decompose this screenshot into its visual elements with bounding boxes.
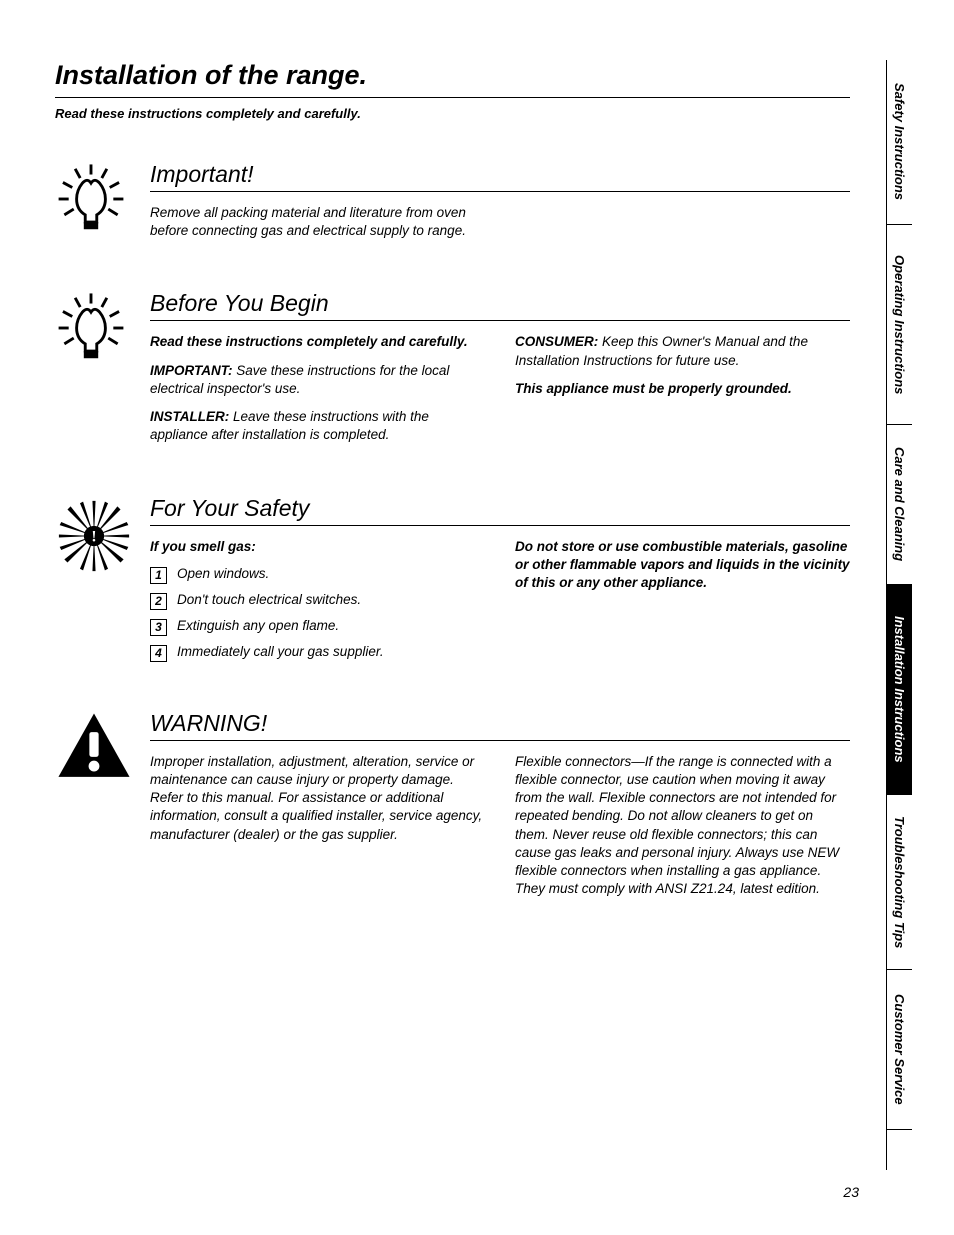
safety-right-col: Do not store or use combustible material… (515, 538, 850, 670)
section-body: WARNING! Improper installation, adjustme… (150, 710, 850, 909)
step-number-box: 3 (150, 619, 167, 636)
step-text: Immediately call your gas supplier. (177, 644, 384, 659)
safety-step: 3 Extinguish any open flame. (150, 618, 485, 636)
safety-heading: For Your Safety (150, 495, 850, 526)
side-tab[interactable]: Care and Cleaning (887, 425, 912, 585)
section-body: For Your Safety If you smell gas: 1 Open … (150, 495, 850, 670)
step-number-box: 1 (150, 567, 167, 584)
side-tab[interactable]: Installation Instructions (887, 585, 912, 795)
step-number-box: 2 (150, 593, 167, 610)
safety-right-text: Do not store or use combustible material… (515, 538, 850, 593)
safety-intro: If you smell gas: (150, 538, 485, 556)
step-text: Open windows. (177, 566, 269, 581)
side-tab[interactable]: Operating Instructions (887, 225, 912, 425)
section-warning: WARNING! Improper installation, adjustme… (55, 710, 850, 909)
paragraph: IMPORTANT: Save these instructions for t… (150, 362, 485, 398)
safety-step: 1 Open windows. (150, 566, 485, 584)
before-right-col: CONSUMER: Keep this Owner's Manual and t… (515, 333, 850, 454)
step-text: Extinguish any open flame. (177, 618, 339, 633)
important-heading: Important! (150, 161, 850, 192)
section-for-your-safety: ! For Your Safety If you smell gas: 1 Ope… (55, 495, 850, 670)
section-body: Important! Remove all packing material a… (150, 161, 850, 250)
safety-step: 4 Immediately call your gas supplier. (150, 644, 485, 662)
page-title: Installation of the range. (55, 60, 850, 98)
warning-heading: WARNING! (150, 710, 850, 741)
warning-right: Flexible connectors—If the range is conn… (515, 753, 850, 899)
safety-steps-list: 1 Open windows. 2 Don't touch electrical sw… (150, 566, 485, 662)
paragraph: CONSUMER: Keep this Owner's Manual and t… (515, 333, 850, 369)
before-left-col: Read these instructions completely and c… (150, 333, 485, 454)
svg-text:!: ! (91, 528, 96, 545)
page-content: Installation of the range. Read these in… (55, 60, 850, 909)
important-text: Remove all packing material and literatu… (150, 204, 485, 240)
important-icon (55, 161, 150, 250)
paragraph: Read these instructions completely and c… (150, 333, 485, 351)
paragraph: INSTALLER: Leave these instructions with… (150, 408, 485, 444)
step-number-box: 4 (150, 645, 167, 662)
safety-left-col: If you smell gas: 1 Open windows. 2 Don't t… (150, 538, 485, 670)
side-tab[interactable]: Safety Instructions (887, 60, 912, 225)
before-heading: Before You Begin (150, 290, 850, 321)
paragraph: This appliance must be properly grounded… (515, 380, 850, 398)
section-important: Important! Remove all packing material a… (55, 161, 850, 250)
section-body: Before You Begin Read these instructions… (150, 290, 850, 454)
warning-icon (55, 710, 150, 909)
safety-step: 2 Don't touch electrical switches. (150, 592, 485, 610)
side-tab[interactable]: Customer Service (887, 970, 912, 1130)
safety-icon: ! (55, 495, 150, 670)
section-before-you-begin: Before You Begin Read these instructions… (55, 290, 850, 454)
side-tab[interactable]: Troubleshooting Tips (887, 795, 912, 970)
step-text: Don't touch electrical switches. (177, 592, 361, 607)
page-number: 23 (843, 1184, 859, 1200)
warning-left: Improper installation, adjustment, alter… (150, 753, 485, 844)
page-subtitle: Read these instructions completely and c… (55, 106, 850, 121)
before-icon (55, 290, 150, 454)
side-tabs: Safety InstructionsOperating Instruction… (886, 60, 914, 1170)
